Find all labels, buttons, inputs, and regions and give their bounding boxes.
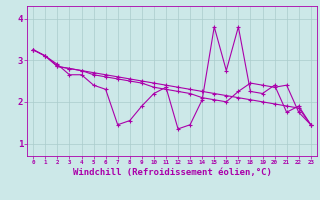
X-axis label: Windchill (Refroidissement éolien,°C): Windchill (Refroidissement éolien,°C)	[73, 168, 271, 177]
